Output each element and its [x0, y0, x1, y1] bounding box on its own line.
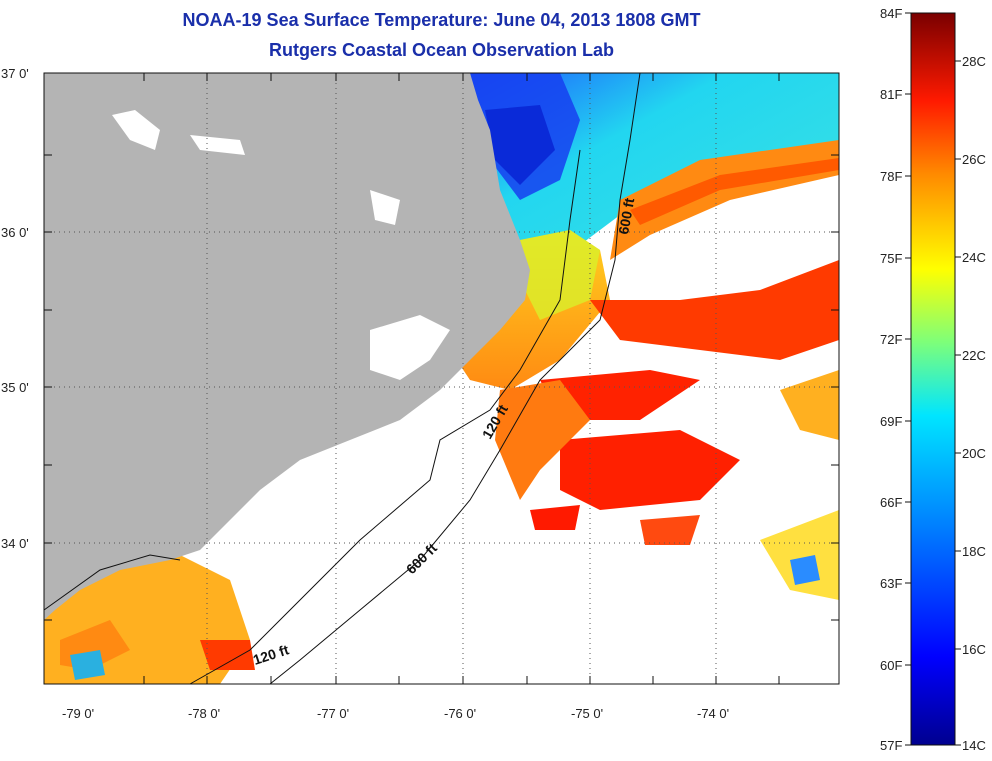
map-title: NOAA-19 Sea Surface Temperature: June 04… [182, 10, 701, 30]
lon-label-76: -76 0' [444, 706, 476, 721]
cb-c-28: 28C [962, 54, 986, 69]
cb-f-81: 81F [880, 87, 902, 102]
axis-ticks [44, 73, 839, 684]
grid [44, 73, 839, 684]
lat-label-35: 35 0' [1, 380, 29, 395]
cb-f-63: 63F [880, 576, 902, 591]
lon-label-79: -79 0' [62, 706, 94, 721]
cb-f-72: 72F [880, 332, 902, 347]
map-subtitle: Rutgers Coastal Ocean Observation Lab [268, 40, 615, 60]
plot-frame [43, 72, 840, 685]
cb-f-84: 84F [880, 6, 902, 21]
cb-c-16: 16C [962, 642, 986, 657]
depth-contours [43, 72, 641, 685]
land-mass [44, 73, 530, 620]
cb-f-57: 57F [880, 738, 902, 753]
cb-f-78: 78F [880, 169, 902, 184]
colorbar-ticks [905, 12, 961, 746]
lat-label-34: 34 0' [1, 536, 29, 551]
cb-f-60: 60F [880, 658, 902, 673]
lon-label-74: -74 0' [697, 706, 729, 721]
colorbar [910, 12, 956, 746]
cb-c-18: 18C [962, 544, 986, 559]
cb-c-14: 14C [962, 738, 986, 753]
lat-label-37: 37 0' [1, 66, 29, 81]
cb-f-75: 75F [880, 251, 902, 266]
cb-c-20: 20C [962, 446, 986, 461]
cb-c-26: 26C [962, 152, 986, 167]
cb-c-22: 22C [962, 348, 986, 363]
lon-label-75: -75 0' [571, 706, 603, 721]
cb-f-66: 66F [880, 495, 902, 510]
cb-f-69: 69F [880, 414, 902, 429]
cb-c-24: 24C [962, 250, 986, 265]
contour-label-600ft-north: 600 ft [615, 196, 637, 235]
lon-label-77: -77 0' [317, 706, 349, 721]
lat-label-36: 36 0' [1, 225, 29, 240]
lon-label-78: -78 0' [188, 706, 220, 721]
